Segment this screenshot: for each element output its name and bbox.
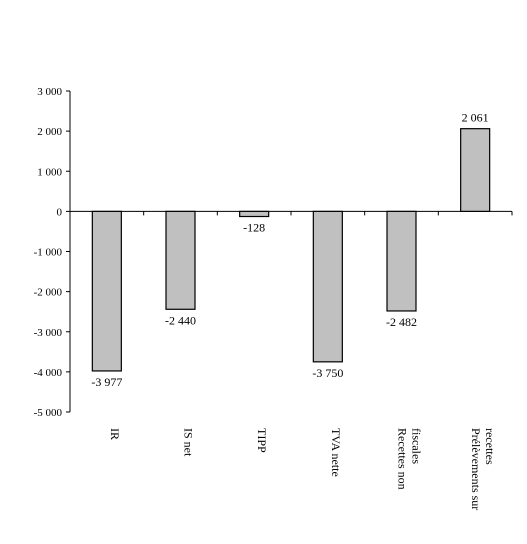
category-label-line: Recettes non — [396, 428, 410, 490]
category-label-line: recettes — [483, 428, 497, 465]
category-label-line: IR — [108, 428, 122, 440]
y-tick-label: 1 000 — [37, 166, 62, 178]
data-label: -2 482 — [386, 315, 417, 329]
category-label-line: fiscales — [410, 428, 424, 464]
category-label: Prélèvements sur recettes — [469, 428, 497, 510]
category-label-line: TVA nette — [329, 428, 343, 477]
y-tick-label: -1 000 — [34, 247, 63, 259]
bar — [386, 210, 417, 312]
category-label: TIPP — [255, 428, 269, 453]
category-label: IS net — [182, 428, 196, 457]
bar — [239, 210, 270, 218]
bar — [165, 210, 196, 310]
category-label-line: IS net — [182, 428, 196, 457]
y-tick-label: -2 000 — [34, 287, 63, 299]
category-label-line: Prélèvements sur — [469, 428, 483, 510]
category-label: IR — [108, 428, 122, 440]
y-tick-label: 0 — [57, 206, 63, 218]
category-label: Recettes non fiscales — [396, 428, 424, 490]
data-label: 2 061 — [462, 111, 489, 125]
data-label: -3 750 — [312, 366, 343, 380]
category-label: TVA nette — [329, 428, 343, 477]
data-label: -128 — [243, 221, 265, 235]
category-label-line: TIPP — [255, 428, 269, 453]
bar — [312, 210, 343, 363]
y-tick-label: 3 000 — [37, 86, 62, 98]
bar — [91, 210, 122, 372]
bar — [460, 128, 491, 212]
y-tick-label: -3 000 — [34, 327, 63, 339]
y-tick-label: 2 000 — [37, 126, 62, 138]
data-label: -2 440 — [165, 313, 196, 327]
data-label: -3 977 — [91, 375, 122, 389]
y-tick-label: -5 000 — [34, 407, 63, 419]
y-tick-label: -4 000 — [34, 367, 63, 379]
